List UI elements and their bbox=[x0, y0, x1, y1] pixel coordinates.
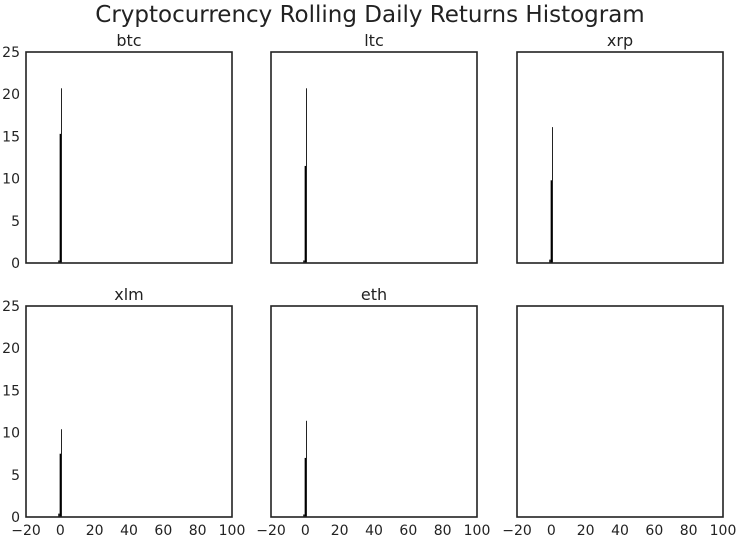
y-tick-label: 25 bbox=[2, 45, 20, 61]
x-tick-label: 60 bbox=[154, 523, 172, 539]
x-tick-label: 80 bbox=[434, 523, 452, 539]
histogram-bar bbox=[58, 513, 60, 517]
subplot-title: btc bbox=[116, 31, 141, 50]
x-tick-label: 100 bbox=[219, 523, 246, 539]
y-tick-label: 15 bbox=[2, 383, 20, 399]
x-tick-label: 60 bbox=[399, 523, 417, 539]
y-tick-label: 25 bbox=[2, 299, 20, 315]
subplot-title: eth bbox=[361, 285, 387, 304]
histogram-bar bbox=[61, 88, 62, 264]
histogram-bar bbox=[306, 88, 307, 264]
x-tick-label: 80 bbox=[680, 523, 698, 539]
x-tick-label: −20 bbox=[11, 523, 41, 539]
x-tick-label: −20 bbox=[256, 523, 286, 539]
y-tick-label: 10 bbox=[2, 172, 20, 188]
x-tick-label: −20 bbox=[502, 523, 532, 539]
histogram-bar bbox=[61, 429, 62, 517]
y-tick-label: 0 bbox=[11, 510, 20, 526]
x-tick-label: 60 bbox=[645, 523, 663, 539]
x-tick-label: 20 bbox=[331, 523, 349, 539]
x-tick-label: 20 bbox=[577, 523, 595, 539]
axes-frame bbox=[516, 305, 724, 518]
histogram-bar bbox=[549, 259, 551, 263]
histogram-bar bbox=[59, 453, 62, 517]
y-tick-label: 0 bbox=[11, 256, 20, 272]
histogram-bar bbox=[306, 420, 307, 517]
subplot-ltc: ltc bbox=[270, 31, 478, 264]
histogram-bar bbox=[58, 260, 60, 263]
subplot-title: ltc bbox=[364, 31, 384, 50]
subplot-empty: −20 0 20 40 60 80 100 bbox=[502, 305, 737, 539]
subplot-title: xlm bbox=[114, 285, 144, 304]
histogram-bar bbox=[303, 514, 305, 517]
histogram-bar bbox=[304, 457, 307, 517]
x-tick-label: 40 bbox=[365, 523, 383, 539]
histogram-bar bbox=[552, 127, 553, 263]
figure-title: Cryptocurrency Rolling Daily Returns His… bbox=[95, 2, 644, 28]
subplot-eth: eth −20 0 20 40 60 80 100 bbox=[256, 285, 490, 539]
axes-frame bbox=[270, 51, 478, 264]
axes-frame bbox=[516, 51, 724, 264]
histogram-bar bbox=[59, 133, 62, 263]
x-tick-label: 40 bbox=[120, 523, 138, 539]
y-tick-label: 20 bbox=[2, 87, 20, 103]
y-tick-label: 15 bbox=[2, 129, 20, 145]
histogram-bar bbox=[304, 165, 307, 263]
axes-frame bbox=[25, 305, 233, 518]
y-tick-label: 5 bbox=[11, 214, 20, 230]
x-tick-label: 80 bbox=[189, 523, 207, 539]
histogram-bar bbox=[550, 180, 553, 263]
histogram-bar bbox=[303, 260, 305, 263]
y-tick-label: 10 bbox=[2, 426, 20, 442]
y-tick-label: 20 bbox=[2, 341, 20, 357]
x-tick-label: 20 bbox=[86, 523, 104, 539]
axes-frame bbox=[25, 51, 233, 264]
y-tick-label: 5 bbox=[11, 468, 20, 484]
x-tick-label: 40 bbox=[611, 523, 629, 539]
x-tick-label: 0 bbox=[301, 523, 310, 539]
x-tick-label: 0 bbox=[56, 523, 65, 539]
x-tick-label: 100 bbox=[464, 523, 491, 539]
axes-frame bbox=[270, 305, 478, 518]
subplot-xrp: xrp bbox=[516, 31, 724, 264]
x-tick-label: 100 bbox=[710, 523, 737, 539]
subplot-title: xrp bbox=[607, 31, 633, 50]
x-tick-label: 0 bbox=[547, 523, 556, 539]
subplot-btc: btc 0 5 10 15 20 25 bbox=[2, 31, 233, 272]
